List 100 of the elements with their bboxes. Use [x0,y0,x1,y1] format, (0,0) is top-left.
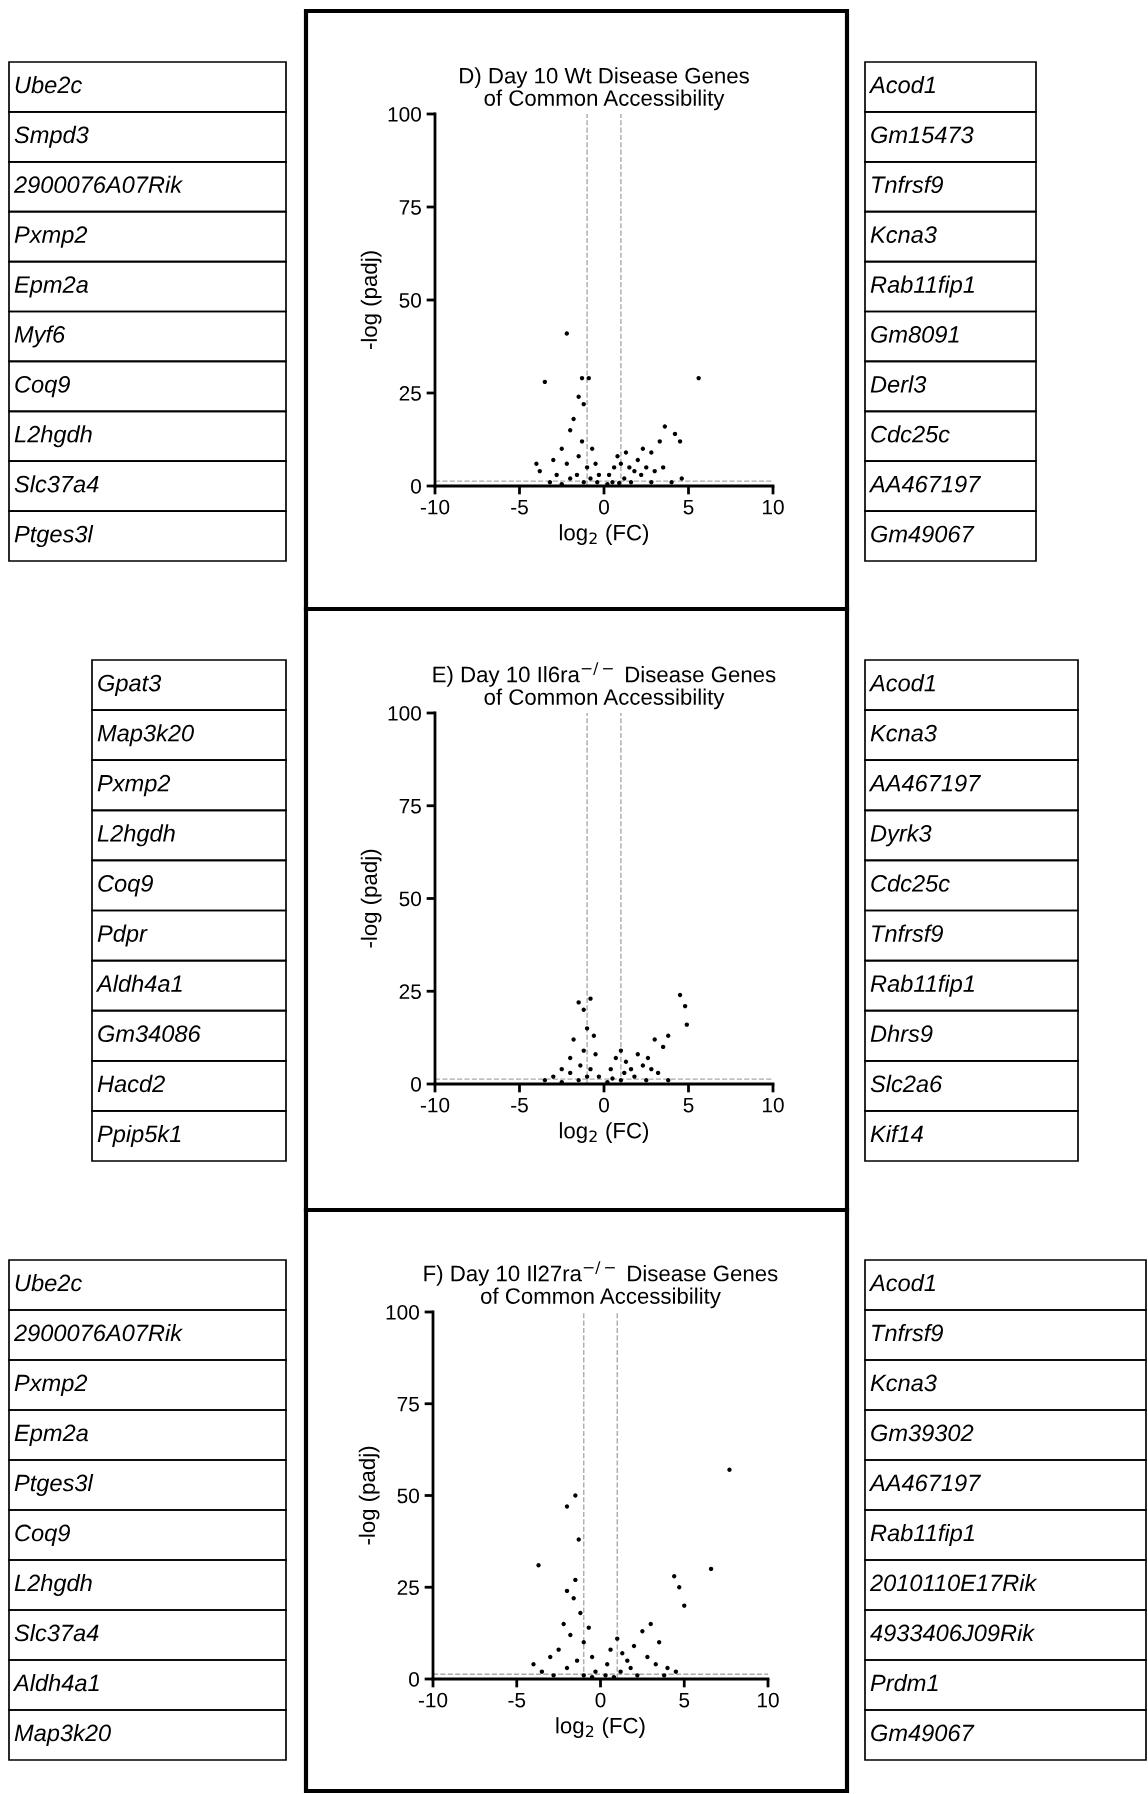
point [640,446,646,451]
point [645,1654,650,1660]
text: Gm15473 [871,126,974,144]
point [618,461,624,466]
y-tick-label: 50 [399,891,421,907]
point [539,1669,545,1674]
point [618,1078,624,1083]
x-tick-label: -5 [508,1692,526,1708]
point [554,472,559,478]
text: Acod1 [868,1273,935,1292]
point [548,1654,553,1660]
text: Ppip5k1 [97,1124,181,1147]
text: Ptges3l [14,525,94,548]
point [615,454,620,459]
text: Myf6 [14,325,66,348]
text: Dyrk3 [870,824,932,847]
y-tick-label: 25 [399,984,421,999]
point [662,424,668,429]
point [571,1037,576,1042]
point [611,1674,617,1679]
point [610,480,615,485]
point [649,480,654,485]
y-tick-label: 0 [411,479,421,494]
point [559,1066,564,1072]
point [584,1026,590,1031]
point [640,1629,645,1634]
text: Kcna3 [870,226,937,243]
text: Rab11fip1 [870,275,974,298]
point [586,375,591,381]
point [564,461,570,466]
x-tick-label: 5 [679,1692,690,1708]
text: Aldh4a1 [12,1673,99,1692]
point [571,1596,576,1601]
y-tick-label: 100 [386,1305,419,1320]
point [568,1632,573,1638]
text: Acod1 [868,75,935,94]
x-tick-label: 5 [683,1097,694,1113]
x-axis-title: log$_{2}$ (FC) [556,1717,645,1738]
point [589,446,595,451]
point [696,375,701,381]
text: Ube2c [15,1273,82,1292]
point [581,1048,586,1053]
x-tick-label: -10 [420,499,450,515]
point [564,1504,570,1509]
point [564,331,570,336]
point [534,461,539,466]
point [584,1074,590,1079]
x-tick-label: 0 [595,1692,606,1708]
point [656,1640,662,1645]
text: Coq9 [98,875,153,897]
text: AA467197 [868,774,982,792]
point [611,465,617,470]
text: Map3k20 [97,724,194,747]
point [727,1467,732,1472]
text: Map3k20 [14,1723,111,1746]
point [531,1662,536,1667]
point [595,480,600,485]
point [588,1066,593,1072]
point [568,1055,573,1061]
point [596,472,602,478]
y-tick-label: 50 [399,293,421,308]
point [644,465,649,470]
text: 2900076A07Rik [13,175,184,194]
point [648,1621,653,1627]
point [564,1588,570,1594]
point [615,1636,620,1641]
point [608,1647,613,1652]
point [682,1603,687,1608]
point [657,439,662,444]
point [559,1079,564,1084]
y-axis-title: -log (padj) [360,251,382,350]
point [661,1673,667,1678]
y-tick-label: 75 [399,200,421,215]
point [593,1669,598,1674]
point [628,1066,634,1072]
y-tick-label: 25 [399,386,421,401]
y-tick-label: 0 [409,1672,419,1687]
text: Slc2a6 [870,1074,943,1093]
point [593,461,598,466]
point [677,439,683,444]
chart-title: E) Day 10 Il6ra$^{−/−}$ Disease Genes of Common Accessibility [433,662,776,710]
point [581,1007,586,1012]
point [649,450,654,455]
point [617,480,622,486]
x-tick-label: 10 [763,499,784,515]
point [586,1625,591,1630]
point [559,446,564,451]
text: Pdpr [97,924,148,947]
y-tick-label: 100 [388,706,421,721]
text: AA467197 [868,1474,982,1492]
point [665,1665,670,1671]
point [568,1070,573,1076]
point [576,1078,581,1083]
point [632,468,637,474]
text: 2900076A07Rik [13,1323,184,1342]
point [574,1658,580,1663]
y-tick-label: 50 [397,1488,419,1504]
y-axis-title: -log (padj) [360,849,382,948]
point [581,1640,586,1645]
y-tick-label: 75 [399,798,421,814]
